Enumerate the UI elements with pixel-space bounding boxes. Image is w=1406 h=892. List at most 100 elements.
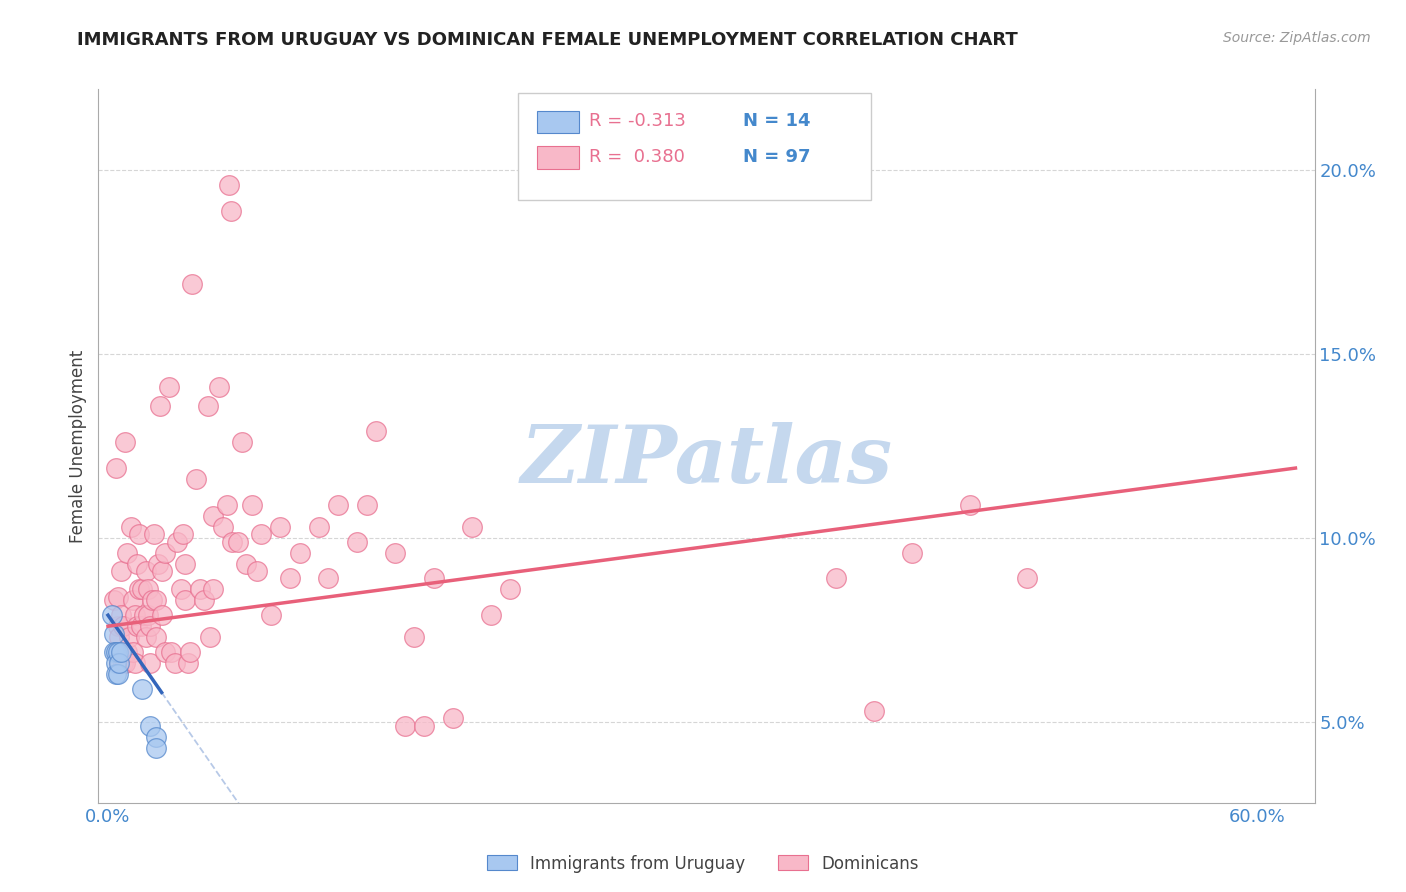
- Point: [108, 630, 131, 644]
- Point: [208, 380, 231, 394]
- Point: [131, 681, 153, 696]
- Point: [155, 645, 177, 659]
- Point: [103, 645, 125, 659]
- Point: [422, 571, 444, 585]
- Text: IMMIGRANTS FROM URUGUAY VS DOMINICAN FEMALE UNEMPLOYMENT CORRELATION CHART: IMMIGRANTS FROM URUGUAY VS DOMINICAN FEM…: [77, 31, 1018, 49]
- Point: [139, 619, 162, 633]
- Point: [149, 399, 172, 413]
- Point: [122, 593, 145, 607]
- Point: [219, 203, 242, 218]
- Point: [145, 630, 167, 644]
- Point: [246, 564, 269, 578]
- Text: ZIPatlas: ZIPatlas: [520, 422, 893, 499]
- Point: [104, 656, 127, 670]
- FancyBboxPatch shape: [537, 146, 579, 169]
- Point: [218, 178, 240, 192]
- Point: [188, 582, 211, 597]
- Point: [104, 461, 127, 475]
- Point: [404, 630, 426, 644]
- Text: N = 14: N = 14: [742, 112, 810, 130]
- Point: [136, 582, 159, 597]
- Point: [278, 571, 301, 585]
- Point: [160, 645, 183, 659]
- Point: [198, 630, 221, 644]
- Point: [384, 546, 406, 560]
- Point: [120, 520, 142, 534]
- Point: [441, 711, 464, 725]
- Point: [346, 534, 368, 549]
- Point: [202, 508, 225, 523]
- Point: [215, 498, 238, 512]
- Point: [184, 472, 207, 486]
- Point: [104, 667, 127, 681]
- Point: [155, 546, 177, 560]
- Point: [131, 582, 153, 597]
- Point: [135, 564, 157, 578]
- Point: [128, 582, 150, 597]
- Point: [863, 704, 886, 718]
- Point: [240, 498, 263, 512]
- Point: [139, 718, 162, 732]
- Point: [212, 520, 235, 534]
- Point: [308, 520, 330, 534]
- Point: [101, 608, 124, 623]
- Point: [356, 498, 378, 512]
- Y-axis label: Female Unemployment: Female Unemployment: [69, 350, 87, 542]
- Point: [177, 656, 200, 670]
- Point: [141, 593, 163, 607]
- Point: [108, 656, 131, 670]
- Point: [163, 656, 186, 670]
- Point: [136, 608, 159, 623]
- Point: [115, 546, 138, 560]
- Point: [124, 656, 146, 670]
- Point: [901, 546, 924, 560]
- Point: [129, 619, 152, 633]
- Point: [499, 582, 522, 597]
- Text: Source: ZipAtlas.com: Source: ZipAtlas.com: [1223, 31, 1371, 45]
- Point: [235, 557, 257, 571]
- Point: [824, 571, 846, 585]
- Point: [366, 425, 388, 439]
- Point: [107, 590, 129, 604]
- Point: [107, 619, 129, 633]
- Text: N = 97: N = 97: [742, 148, 810, 166]
- Point: [226, 534, 249, 549]
- Point: [104, 645, 127, 659]
- Point: [231, 435, 253, 450]
- Point: [326, 498, 349, 512]
- Point: [250, 527, 273, 541]
- Point: [202, 582, 225, 597]
- Point: [110, 645, 132, 659]
- Point: [221, 534, 243, 549]
- Point: [103, 593, 125, 607]
- Point: [145, 730, 167, 744]
- Point: [157, 380, 180, 394]
- Point: [139, 656, 162, 670]
- Point: [181, 277, 204, 292]
- Point: [145, 593, 167, 607]
- Point: [135, 630, 157, 644]
- Point: [114, 656, 136, 670]
- Point: [269, 520, 291, 534]
- Point: [103, 626, 125, 640]
- Point: [193, 593, 215, 607]
- Point: [170, 582, 193, 597]
- Point: [114, 435, 136, 450]
- Point: [107, 645, 129, 659]
- Point: [146, 557, 169, 571]
- Point: [124, 608, 146, 623]
- Point: [122, 645, 145, 659]
- Point: [134, 608, 156, 623]
- Point: [394, 718, 416, 732]
- Point: [316, 571, 339, 585]
- Point: [172, 527, 194, 541]
- Point: [173, 557, 195, 571]
- Point: [150, 564, 173, 578]
- Point: [145, 740, 167, 755]
- Point: [112, 656, 135, 670]
- Point: [959, 498, 981, 512]
- Point: [197, 399, 219, 413]
- Point: [413, 718, 436, 732]
- FancyBboxPatch shape: [517, 93, 870, 200]
- Point: [110, 564, 132, 578]
